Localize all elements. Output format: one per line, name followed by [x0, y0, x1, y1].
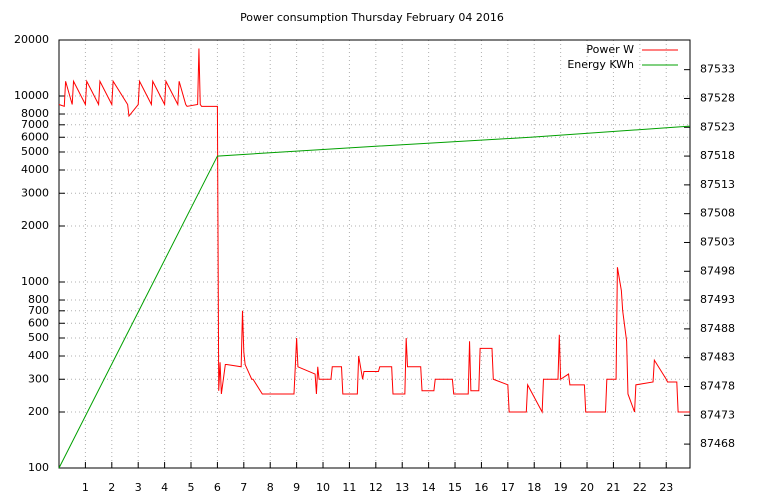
y2-tick-label: 87488 [700, 322, 735, 335]
y-tick-label: 6000 [21, 130, 49, 143]
x-tick-label: 19 [554, 481, 568, 494]
y2-tick-label: 87473 [700, 408, 735, 421]
legend-label: Power W [586, 43, 634, 56]
series-line [58, 125, 691, 469]
y-tick-label: 100 [28, 461, 49, 474]
y-tick-label: 8000 [21, 107, 49, 120]
x-tick-label: 2 [108, 481, 115, 494]
y-tick-label: 2000 [21, 219, 49, 232]
y-tick-label: 500 [28, 331, 49, 344]
y-tick-label: 4000 [21, 163, 49, 176]
y2-tick-label: 87493 [700, 293, 735, 306]
y2-tick-label: 87498 [700, 264, 735, 277]
plot-frame [58, 39, 691, 469]
y2-tick-label: 87513 [700, 178, 735, 191]
y-tick-label: 200 [28, 405, 49, 418]
legend-label: Energy KWh [567, 58, 634, 71]
x-tick-label: 20 [580, 481, 594, 494]
y-tick-label: 10000 [14, 89, 49, 102]
x-tick-label: 13 [395, 481, 409, 494]
y2-tick-label: 87533 [700, 63, 735, 76]
y-tick-label: 1000 [21, 275, 49, 288]
y-tick-label: 700 [28, 304, 49, 317]
x-tick-label: 10 [316, 481, 330, 494]
x-tick-label: 6 [214, 481, 221, 494]
x-tick-label: 12 [369, 481, 383, 494]
y2-tick-label: 87478 [700, 379, 735, 392]
y2-tick-label: 87518 [700, 149, 735, 162]
series-line [58, 48, 690, 414]
y-tick-label: 5000 [21, 145, 49, 158]
y-tick-label: 600 [28, 316, 49, 329]
x-tick-label: 23 [659, 481, 673, 494]
x-tick-label: 9 [293, 481, 300, 494]
x-tick-label: 3 [135, 481, 142, 494]
y2-tick-label: 87468 [700, 437, 735, 450]
chart-title: Power consumption Thursday February 04 2… [240, 11, 504, 24]
y2-tick-label: 87483 [700, 351, 735, 364]
x-tick-label: 18 [527, 481, 541, 494]
x-tick-label: 8 [267, 481, 274, 494]
y-tick-label: 400 [28, 349, 49, 362]
x-tick-label: 14 [422, 481, 436, 494]
y-tick-label: 300 [28, 372, 49, 385]
x-tick-label: 22 [633, 481, 647, 494]
x-tick-label: 5 [188, 481, 195, 494]
y2-tick-label: 87523 [700, 120, 735, 133]
x-tick-label: 11 [342, 481, 356, 494]
y2-tick-label: 87528 [700, 91, 735, 104]
y-tick-label: 3000 [21, 186, 49, 199]
y-tick-label: 7000 [21, 118, 49, 131]
y-tick-label: 800 [28, 293, 49, 306]
y-tick-label: 20000 [14, 33, 49, 46]
x-tick-label: 4 [161, 481, 168, 494]
x-tick-label: 1 [82, 481, 89, 494]
x-tick-label: 17 [501, 481, 515, 494]
x-tick-label: 21 [606, 481, 620, 494]
x-tick-label: 16 [474, 481, 488, 494]
y2-tick-label: 87503 [700, 235, 735, 248]
y2-tick-label: 87508 [700, 207, 735, 220]
x-tick-label: 15 [448, 481, 462, 494]
x-tick-label: 7 [240, 481, 247, 494]
